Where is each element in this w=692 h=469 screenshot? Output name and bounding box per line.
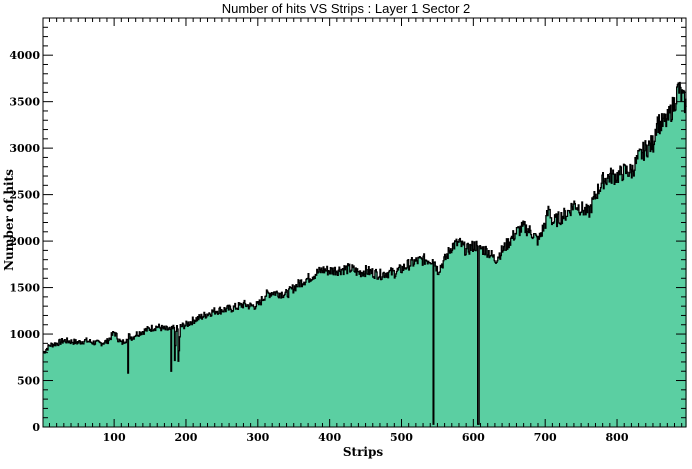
x-tick-label: 700: [534, 431, 557, 444]
x-tick-label: 600: [462, 431, 485, 444]
x-tick-label: 300: [246, 431, 269, 444]
histogram-fill: [43, 82, 687, 427]
y-tick-label: 2000: [9, 235, 40, 248]
y-tick-label: 2500: [9, 189, 40, 202]
y-tick-label: 1000: [9, 328, 40, 341]
x-tick-label: 800: [606, 431, 629, 444]
y-tick-label: 4000: [9, 49, 40, 62]
x-axis-label: Strips: [343, 445, 383, 459]
y-tick-label: 0: [32, 421, 40, 434]
plot-area: [43, 81, 687, 427]
y-axis-label: Number of hits: [2, 169, 16, 271]
y-tick-label: 3500: [9, 96, 40, 109]
y-tick-label: 500: [17, 375, 40, 388]
x-tick-label: 400: [318, 431, 341, 444]
x-tick-label: 200: [174, 431, 197, 444]
y-tick-label: 1500: [9, 282, 40, 295]
x-tick-label: 500: [390, 431, 413, 444]
axis-ticks: 100 200 300 400 500 600 700 800 0 500 1000 1500 2000…: [9, 17, 686, 444]
x-tick-label: 100: [103, 431, 126, 444]
histogram-outline: [43, 81, 687, 425]
y-tick-label: 3000: [9, 142, 40, 155]
chart-title: Number of hits VS Strips : Layer 1 Secto…: [222, 1, 471, 16]
